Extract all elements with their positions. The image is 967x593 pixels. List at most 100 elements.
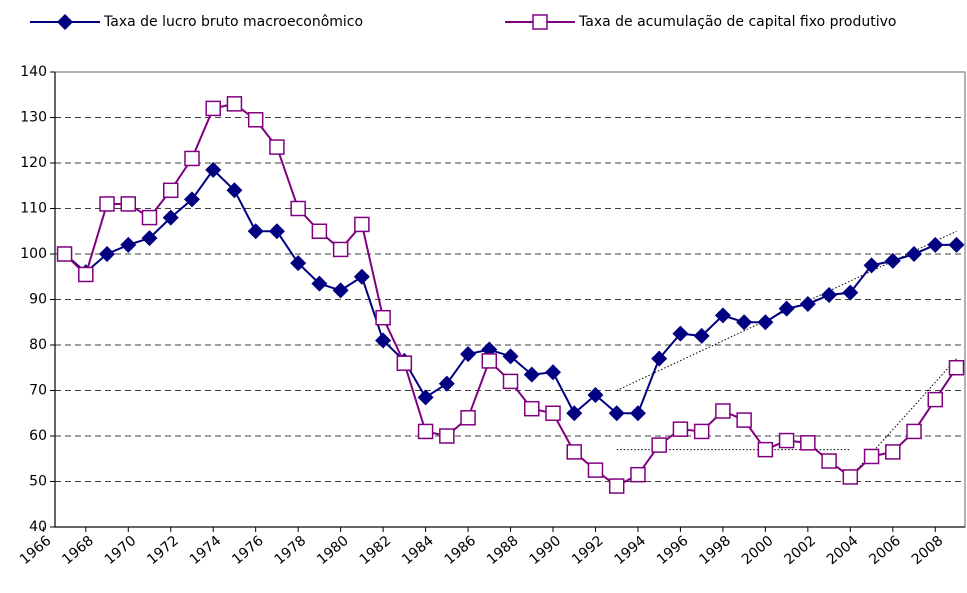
y-tick-label: 120 bbox=[20, 155, 47, 171]
data-point bbox=[799, 296, 816, 313]
data-point bbox=[714, 307, 731, 324]
data-point bbox=[460, 346, 477, 363]
data-point bbox=[672, 325, 689, 342]
legend-marker bbox=[57, 14, 73, 30]
data-point bbox=[353, 268, 370, 285]
data-point bbox=[757, 314, 774, 331]
data-point bbox=[693, 327, 710, 344]
data-point bbox=[417, 423, 434, 440]
y-tick-label: 80 bbox=[29, 337, 47, 353]
x-tick-label: 1994 bbox=[612, 533, 650, 568]
legend-label: Taxa de lucro bruto macroeconômico bbox=[103, 14, 363, 30]
data-point bbox=[56, 246, 73, 262]
data-point bbox=[438, 375, 455, 392]
data-point bbox=[120, 236, 137, 253]
data-point bbox=[439, 428, 455, 444]
x-tick-label: 1996 bbox=[654, 533, 692, 568]
data-point bbox=[778, 300, 795, 317]
x-tick-label: 1974 bbox=[187, 533, 225, 568]
data-point bbox=[226, 182, 243, 199]
data-point bbox=[396, 355, 413, 371]
data-point bbox=[141, 230, 158, 247]
x-tick-label: 1970 bbox=[102, 533, 140, 568]
data-point bbox=[672, 421, 689, 437]
data-point bbox=[417, 389, 434, 406]
data-point bbox=[629, 405, 646, 422]
data-point bbox=[821, 453, 837, 469]
data-point bbox=[162, 182, 179, 199]
data-point bbox=[948, 360, 965, 376]
data-point bbox=[226, 96, 243, 112]
data-point bbox=[268, 223, 285, 240]
data-point bbox=[800, 435, 816, 451]
data-point bbox=[120, 196, 137, 212]
x-tick-label: 2008 bbox=[909, 533, 947, 568]
data-point bbox=[502, 373, 519, 390]
data-point bbox=[99, 246, 116, 262]
x-tick-label: 1966 bbox=[17, 533, 55, 568]
data-point bbox=[375, 332, 392, 349]
y-tick-label: 140 bbox=[20, 64, 47, 80]
legend-label: Taxa de acumulação de capital fixo produ… bbox=[578, 14, 897, 30]
x-tick-label: 2006 bbox=[866, 533, 904, 568]
y-tick-label: 110 bbox=[20, 201, 47, 217]
data-point bbox=[332, 241, 349, 258]
data-point bbox=[587, 387, 604, 404]
data-point bbox=[566, 444, 582, 460]
data-point bbox=[502, 348, 519, 365]
data-point bbox=[715, 403, 731, 419]
data-point bbox=[651, 437, 667, 453]
data-point bbox=[863, 448, 880, 465]
x-tick-label: 1972 bbox=[144, 533, 182, 568]
data-point bbox=[821, 286, 838, 303]
x-tick-label: 1986 bbox=[442, 533, 480, 568]
x-tick-label: 1984 bbox=[399, 533, 437, 568]
x-tick-label: 2004 bbox=[824, 533, 862, 568]
data-point bbox=[524, 400, 540, 417]
data-point bbox=[566, 405, 583, 422]
data-point bbox=[141, 209, 158, 226]
data-point bbox=[630, 466, 646, 483]
y-tick-label: 70 bbox=[29, 383, 47, 399]
x-tick-label: 1978 bbox=[272, 533, 310, 568]
data-point bbox=[183, 191, 200, 208]
data-point bbox=[99, 196, 115, 212]
y-tick-label: 40 bbox=[29, 519, 47, 535]
y-tick-label: 90 bbox=[29, 292, 47, 308]
data-point bbox=[948, 236, 965, 253]
data-point bbox=[693, 423, 710, 440]
data-point bbox=[651, 350, 668, 367]
x-tick-label: 1988 bbox=[484, 533, 522, 568]
data-point bbox=[545, 364, 562, 381]
x-tick-label: 1982 bbox=[357, 533, 395, 568]
data-point bbox=[184, 150, 200, 167]
x-tick-label: 1968 bbox=[59, 533, 97, 568]
data-point bbox=[247, 112, 264, 128]
data-point bbox=[906, 423, 922, 440]
x-tick-label: 1998 bbox=[696, 533, 734, 568]
data-point bbox=[332, 282, 349, 299]
data-point bbox=[587, 462, 604, 478]
data-point bbox=[608, 478, 625, 494]
data-point bbox=[927, 391, 944, 408]
data-point bbox=[842, 469, 859, 485]
data-point bbox=[247, 223, 264, 240]
x-tick-label: 2000 bbox=[739, 533, 777, 568]
data-point bbox=[269, 139, 285, 155]
data-point bbox=[354, 216, 370, 233]
data-point bbox=[927, 236, 944, 253]
data-point bbox=[523, 366, 540, 383]
x-tick-label: 2002 bbox=[781, 533, 819, 568]
data-point bbox=[311, 223, 328, 239]
x-tick-label: 1980 bbox=[314, 533, 352, 568]
data-point bbox=[375, 309, 391, 326]
x-tick-label: 1992 bbox=[569, 533, 607, 568]
data-point bbox=[736, 412, 752, 428]
data-point bbox=[290, 255, 307, 272]
data-point bbox=[290, 200, 306, 217]
data-point bbox=[608, 405, 625, 422]
data-point bbox=[884, 252, 901, 269]
data-point bbox=[736, 314, 753, 331]
legend-marker bbox=[532, 14, 548, 30]
